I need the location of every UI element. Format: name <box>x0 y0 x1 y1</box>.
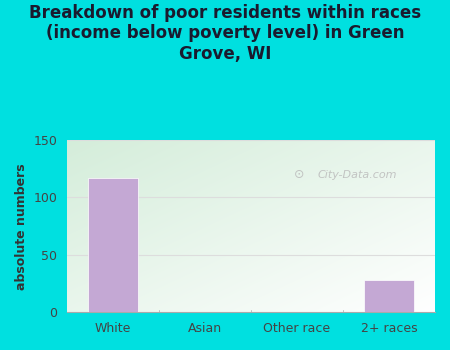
Text: Breakdown of poor residents within races
(income below poverty level) in Green
G: Breakdown of poor residents within races… <box>29 4 421 63</box>
Bar <box>88 178 139 312</box>
Bar <box>364 280 414 312</box>
Text: City-Data.com: City-Data.com <box>317 169 397 180</box>
Text: ⊙: ⊙ <box>294 168 304 181</box>
Y-axis label: absolute numbers: absolute numbers <box>15 163 28 289</box>
